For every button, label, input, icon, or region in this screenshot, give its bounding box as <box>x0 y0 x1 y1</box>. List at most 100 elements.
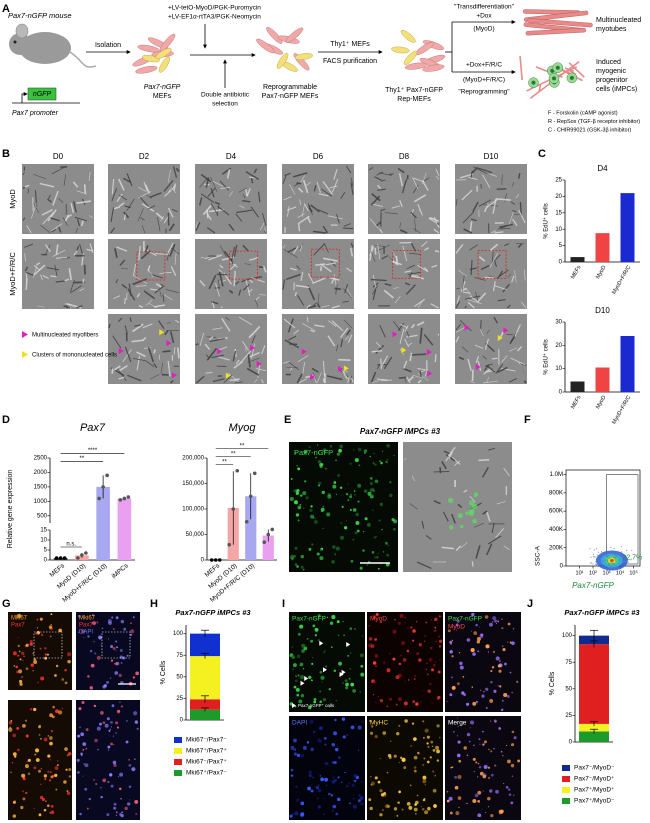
texture <box>136 351 146 358</box>
texture <box>386 668 391 673</box>
event-dot <box>620 546 622 548</box>
texture <box>420 806 422 808</box>
texture <box>461 275 465 291</box>
texture <box>39 617 43 621</box>
event-dot <box>615 556 617 558</box>
texture <box>50 217 60 222</box>
texture <box>293 748 297 751</box>
texture <box>294 811 299 816</box>
label: myotubes <box>596 26 627 33</box>
texture <box>118 376 125 380</box>
texture <box>379 699 384 703</box>
texture <box>167 169 171 183</box>
texture <box>68 767 72 772</box>
texture <box>422 779 427 784</box>
texture <box>24 266 29 272</box>
texture <box>44 777 47 781</box>
texture <box>455 336 460 343</box>
texture <box>110 720 113 724</box>
texture <box>210 177 218 192</box>
texture <box>132 263 137 277</box>
y-tick-label: 50,000 <box>186 532 205 538</box>
texture <box>360 664 364 668</box>
texture <box>317 797 319 799</box>
micrograph <box>8 612 72 690</box>
y-tick-label: 30 <box>555 320 562 326</box>
texture <box>401 641 406 646</box>
texture <box>345 329 351 336</box>
texture <box>432 663 436 667</box>
texture <box>320 675 325 680</box>
texture <box>120 797 123 800</box>
x-tick-label: 10⁵ <box>629 569 637 576</box>
texture <box>507 641 509 643</box>
y-tick-label: 75 <box>176 653 183 659</box>
label: Thy1⁺ Pax7-nGFP <box>385 87 443 94</box>
event-dot <box>595 564 597 566</box>
texture <box>376 555 379 559</box>
texture <box>446 700 448 702</box>
label: Pax7-nGFP MEFs <box>262 93 319 100</box>
texture <box>310 329 315 333</box>
label: +Dox <box>476 13 492 20</box>
pointer <box>118 348 124 355</box>
texture <box>65 305 69 309</box>
texture <box>70 202 75 214</box>
texture <box>64 747 68 751</box>
micrograph <box>282 164 354 234</box>
texture <box>302 179 309 194</box>
texture <box>199 332 204 346</box>
y-tick-label: 75 <box>565 660 572 666</box>
plot-frame <box>565 469 641 567</box>
texture <box>422 689 424 691</box>
texture <box>322 448 327 453</box>
texture <box>482 380 499 384</box>
texture <box>138 187 147 192</box>
texture <box>235 359 240 365</box>
texture <box>493 719 497 723</box>
texture <box>458 269 467 277</box>
label: Rep-MEFs <box>397 96 431 103</box>
texture <box>228 223 235 231</box>
texture <box>40 783 42 785</box>
texture <box>501 645 504 647</box>
texture <box>113 763 117 767</box>
texture <box>451 513 456 524</box>
texture <box>43 774 47 778</box>
texture <box>76 218 81 227</box>
chart-title: D4 <box>597 164 608 173</box>
texture <box>372 289 377 301</box>
texture <box>44 653 47 656</box>
texture <box>466 754 469 757</box>
texture <box>109 728 112 731</box>
event-dot <box>624 554 626 556</box>
texture <box>36 627 39 629</box>
texture <box>141 225 146 234</box>
legend-swatch <box>174 759 182 765</box>
texture <box>400 756 403 759</box>
texture <box>300 801 305 806</box>
texture <box>463 693 466 696</box>
texture <box>408 342 413 346</box>
texture <box>328 705 331 708</box>
texture <box>456 735 459 737</box>
texture <box>29 642 33 646</box>
pointer <box>256 360 262 367</box>
texture <box>25 791 28 795</box>
texture <box>302 491 307 496</box>
texture <box>510 801 514 805</box>
texture <box>335 493 338 496</box>
legend-label: Mki67⁺/Pax7⁺ <box>186 748 227 755</box>
texture <box>445 457 449 462</box>
texture <box>116 811 118 813</box>
texture <box>486 543 493 556</box>
texture <box>386 705 389 708</box>
texture <box>322 225 329 234</box>
y-tick-label: 1.0M <box>550 472 563 478</box>
texture <box>349 508 352 511</box>
panel-letter: J <box>527 598 533 610</box>
texture <box>510 641 512 643</box>
texture <box>261 345 266 355</box>
event-dot <box>596 548 598 550</box>
texture <box>380 358 383 369</box>
